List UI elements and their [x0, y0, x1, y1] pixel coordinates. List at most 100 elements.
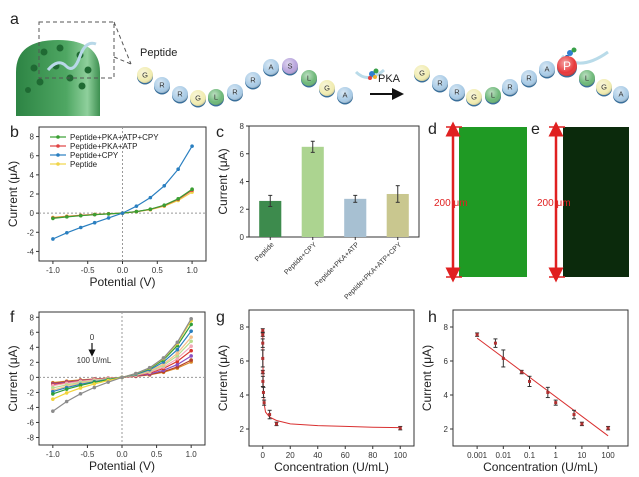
panel-label-b: b — [10, 124, 19, 141]
enzyme-label: PKA — [378, 73, 401, 85]
peptide-ribbon-icon — [46, 41, 97, 71]
data-point — [134, 204, 139, 208]
residue-letter: R — [437, 79, 443, 88]
data-point — [161, 356, 166, 360]
data-point — [175, 340, 180, 345]
data-point — [120, 375, 124, 380]
bead-highlight — [414, 65, 430, 81]
y-tick-label: 4 — [30, 171, 35, 180]
panel-label-e: e — [531, 121, 540, 138]
data-point — [51, 216, 55, 221]
zoom-line — [113, 21, 132, 65]
residue-letter: G — [471, 93, 477, 102]
data-point — [175, 351, 180, 356]
y-tick-label: 6 — [240, 150, 245, 159]
data-point — [78, 225, 83, 230]
residue-letter: G — [324, 84, 330, 93]
bead-highlight — [432, 75, 448, 91]
residue-bead: L — [301, 70, 317, 88]
fit-line — [476, 337, 609, 437]
y-tick-label: 4 — [240, 391, 245, 400]
data-point — [572, 413, 576, 417]
bead-highlight — [485, 87, 501, 103]
legend-marker — [56, 153, 60, 157]
y-tick-label: 8 — [240, 122, 245, 131]
plot-frame — [248, 309, 415, 447]
x-tick-label: 1.0 — [186, 450, 198, 459]
x-tick-label: 0.01 — [496, 451, 512, 460]
y-tick-label: 6 — [444, 357, 449, 366]
panel-label-h: h — [428, 309, 437, 326]
bead-highlight — [521, 70, 537, 86]
data-point — [78, 383, 83, 388]
y-tick-label: 4 — [30, 343, 35, 352]
bead-highlight — [227, 84, 243, 100]
residue-letter: G — [419, 69, 425, 78]
residue-letter: G — [195, 94, 201, 103]
data-point — [64, 399, 69, 404]
y-axis-title: Current (μA) — [216, 148, 230, 214]
y-tick-label: -4 — [27, 403, 35, 412]
residue-bead: P — [557, 56, 577, 78]
x-tick-label: 20 — [286, 451, 295, 460]
data-point — [528, 379, 532, 383]
data-point — [175, 362, 180, 367]
y-axis-title: Current (μA) — [216, 345, 230, 411]
y-tick-label: 8 — [444, 323, 449, 332]
residue-bead: A — [337, 87, 353, 105]
series-0 — [51, 316, 193, 413]
chart-f: -8 -6 -4 -2 0 2 4 6 8 -1.0 -0.5 0.0 0.5 1.0 Potential … — [6, 311, 206, 473]
data-point — [106, 216, 111, 220]
data-point — [78, 213, 83, 218]
data-point — [268, 413, 272, 417]
x-tick-label: Peptide+CPY — [283, 241, 318, 276]
data-point — [189, 316, 193, 321]
legend-label: Peptide+PKA+ATP+CPY — [70, 133, 159, 142]
data-point — [475, 333, 479, 337]
data-point — [189, 348, 193, 353]
residue-bead: R — [245, 72, 261, 90]
y-axis-title: Current (μA) — [6, 161, 20, 227]
data-point — [261, 356, 265, 360]
data-point — [189, 358, 193, 362]
panel-d-fluorescence-image: 200 μm — [434, 121, 527, 283]
bead-highlight — [263, 59, 279, 75]
annotation-start: 0 — [90, 333, 95, 342]
residue-bead: R — [521, 70, 537, 88]
y-tick-label: -2 — [27, 388, 35, 397]
residue-bead: R — [154, 77, 170, 95]
x-tick-label: -0.5 — [81, 450, 95, 459]
data-point — [92, 220, 97, 225]
data-point — [189, 335, 193, 339]
panel-label-d: d — [428, 121, 437, 138]
data-point — [120, 211, 125, 215]
legend-marker — [56, 135, 60, 139]
bead-highlight — [301, 70, 317, 86]
data-point — [78, 386, 83, 390]
x-tick-label: 0.5 — [152, 266, 164, 275]
scale-label: 200 μm — [434, 198, 468, 209]
x-tick-label: 80 — [368, 451, 377, 460]
bead-highlight — [557, 56, 577, 76]
bead-highlight — [502, 79, 518, 95]
residue-bead: R — [502, 79, 518, 97]
data-point — [92, 212, 97, 217]
legend-label: Peptide+PKA+ATP — [70, 142, 137, 151]
x-tick-label: 0.5 — [151, 450, 163, 459]
residue-letter: L — [491, 91, 495, 100]
panel-label-f: f — [10, 309, 15, 326]
bar — [301, 146, 324, 237]
data-point — [580, 422, 584, 426]
x-axis-title: Concentration (U/mL) — [274, 460, 389, 474]
residue-bead: G — [596, 79, 612, 97]
y-tick-label: -2 — [27, 228, 35, 237]
residue-letter: L — [585, 74, 589, 83]
residue-bead: R — [449, 84, 465, 102]
residue-letter: A — [544, 65, 549, 74]
residue-letter: L — [307, 74, 311, 83]
x-axis-title: Concentration (U/mL) — [483, 460, 598, 474]
data-point — [65, 215, 69, 219]
bead-highlight — [579, 70, 595, 86]
data-point — [92, 385, 97, 390]
